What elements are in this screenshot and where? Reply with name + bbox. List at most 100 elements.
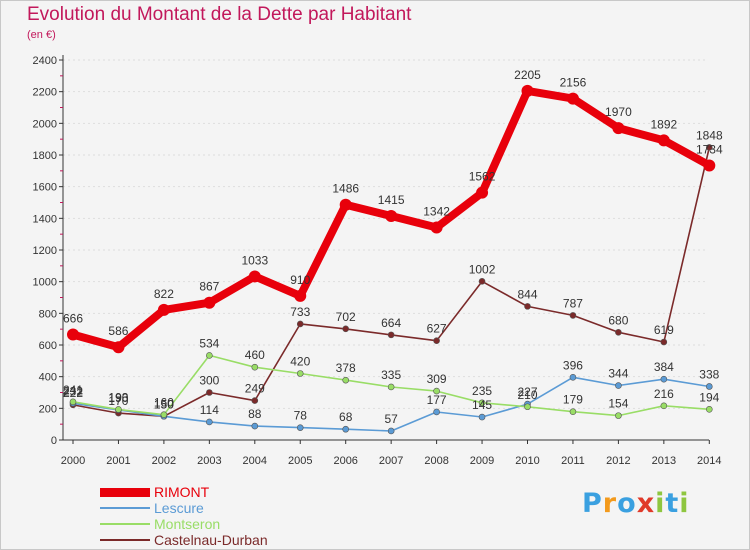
y-tick-label-2000: 2000 bbox=[33, 118, 57, 130]
point-montseron-2001 bbox=[115, 406, 122, 413]
point-rimont-2014 bbox=[703, 159, 716, 172]
point-lescure-2013 bbox=[660, 375, 668, 383]
data-label-castelnau-durban-2000: 222 bbox=[63, 386, 83, 400]
point-rimont-2001 bbox=[112, 341, 125, 354]
x-tick-label-2010: 2010 bbox=[515, 455, 539, 467]
data-label-castelnau-durban-2009: 1002 bbox=[469, 262, 496, 276]
point-castelnau-durban-2005 bbox=[296, 320, 304, 328]
legend-label-castelnau-durban: Castelnau-Durban bbox=[154, 532, 268, 548]
data-label-montseron-2008: 309 bbox=[427, 372, 447, 386]
data-label-lescure-2008: 177 bbox=[427, 393, 447, 407]
point-montseron-2008 bbox=[433, 387, 440, 395]
point-rimont-2013 bbox=[657, 134, 670, 147]
data-label-montseron-2003: 534 bbox=[199, 336, 219, 350]
data-label-lescure-2004: 88 bbox=[248, 407, 262, 421]
point-castelnau-durban-2009 bbox=[478, 278, 486, 285]
point-rimont-2008 bbox=[430, 221, 443, 234]
logo-letter: t bbox=[665, 488, 680, 519]
point-montseron-2011 bbox=[569, 408, 577, 415]
legend-swatch-lescure bbox=[100, 507, 150, 509]
legend-swatch-castelnau-durban bbox=[100, 539, 150, 541]
point-montseron-2004 bbox=[251, 363, 259, 371]
data-label-lescure-2006: 68 bbox=[339, 410, 353, 424]
data-label-rimont-2004: 1033 bbox=[241, 253, 268, 267]
data-label-castelnau-durban-2004: 249 bbox=[245, 382, 265, 396]
proxiti-logo: Proxiti bbox=[582, 488, 690, 519]
data-label-lescure-2000: 232 bbox=[63, 384, 83, 398]
y-tick-label-200: 200 bbox=[39, 403, 57, 415]
y-tick-label-1800: 1800 bbox=[33, 150, 57, 162]
data-label-lescure-2010: 227 bbox=[517, 385, 537, 399]
data-label-rimont-2006: 1486 bbox=[332, 182, 359, 196]
point-rimont-2003 bbox=[203, 296, 216, 309]
y-tick-label-2400: 2400 bbox=[33, 55, 57, 67]
point-castelnau-durban-2007 bbox=[387, 331, 395, 339]
point-rimont-2010 bbox=[521, 84, 534, 97]
data-label-montseron-2007: 335 bbox=[381, 368, 401, 382]
point-lescure-2011 bbox=[569, 373, 577, 381]
data-label-castelnau-durban-2011: 787 bbox=[563, 296, 583, 310]
point-montseron-2007 bbox=[387, 383, 395, 391]
legend-item-rimont: RIMONT bbox=[100, 484, 360, 500]
logo-letter: x bbox=[636, 488, 656, 519]
point-castelnau-durban-2003 bbox=[206, 389, 213, 396]
point-castelnau-durban-2013 bbox=[660, 338, 668, 346]
point-montseron-2013 bbox=[660, 402, 668, 410]
point-montseron-2014 bbox=[705, 405, 713, 413]
point-castelnau-durban-2006 bbox=[342, 325, 350, 333]
logo-letter: r bbox=[602, 488, 618, 519]
point-montseron-2003 bbox=[206, 352, 213, 359]
point-rimont-2009 bbox=[476, 186, 489, 199]
legend-label-rimont: RIMONT bbox=[154, 484, 210, 500]
logo-letter: P bbox=[582, 488, 603, 519]
point-rimont-2002 bbox=[157, 303, 170, 316]
y-tick-label-1200: 1200 bbox=[33, 245, 57, 257]
logo-letter: i bbox=[655, 488, 666, 519]
data-label-rimont-2010: 2205 bbox=[514, 68, 541, 82]
data-label-rimont-2009: 1562 bbox=[469, 170, 496, 184]
legend-item-montseron: Montseron bbox=[100, 516, 360, 532]
x-tick-label-2001: 2001 bbox=[106, 455, 130, 467]
data-label-montseron-2010: 210 bbox=[517, 388, 537, 402]
point-castelnau-durban-2008 bbox=[433, 337, 440, 345]
point-lescure-2014 bbox=[705, 383, 713, 390]
point-rimont-2007 bbox=[385, 209, 398, 222]
point-rimont-2005 bbox=[294, 289, 307, 302]
x-tick-label-2011: 2011 bbox=[561, 455, 585, 467]
point-castelnau-durban-2014 bbox=[705, 144, 713, 151]
point-montseron-2012 bbox=[615, 412, 622, 419]
point-castelnau-durban-2011 bbox=[569, 312, 577, 319]
data-label-montseron-2011: 179 bbox=[563, 393, 583, 407]
data-label-castelnau-durban-2008: 627 bbox=[427, 322, 447, 336]
data-label-montseron-2005: 420 bbox=[290, 355, 310, 369]
y-tick-label-400: 400 bbox=[39, 372, 57, 384]
y-tick-label-2200: 2200 bbox=[33, 87, 57, 99]
data-label-montseron-2002: 160 bbox=[154, 396, 174, 410]
logo-letter: o bbox=[617, 488, 637, 519]
point-montseron-2002 bbox=[160, 411, 168, 418]
legend-item-lescure: Lescure bbox=[100, 500, 360, 516]
data-label-rimont-2005: 910 bbox=[290, 273, 310, 287]
data-label-rimont-2003: 867 bbox=[199, 280, 219, 294]
data-label-montseron-2004: 460 bbox=[245, 348, 265, 362]
point-lescure-2008 bbox=[433, 408, 440, 416]
data-label-rimont-2008: 1342 bbox=[423, 205, 450, 219]
data-label-rimont-2012: 1970 bbox=[605, 105, 632, 119]
data-label-lescure-2003: 114 bbox=[200, 403, 219, 417]
y-tick-label-1000: 1000 bbox=[33, 277, 57, 289]
data-label-lescure-2013: 384 bbox=[654, 360, 674, 374]
x-tick-label-2002: 2002 bbox=[152, 455, 176, 467]
data-label-castelnau-durban-2001: 170 bbox=[108, 394, 128, 408]
x-tick-label-2009: 2009 bbox=[470, 455, 494, 467]
data-label-castelnau-durban-2006: 702 bbox=[336, 310, 356, 324]
point-montseron-2010 bbox=[524, 403, 531, 411]
x-tick-label-2003: 2003 bbox=[197, 455, 221, 467]
data-label-rimont-2001: 586 bbox=[108, 324, 128, 338]
data-label-castelnau-durban-2002: 150 bbox=[154, 397, 174, 411]
x-tick-label-2004: 2004 bbox=[243, 455, 267, 467]
data-label-castelnau-durban-2007: 664 bbox=[381, 316, 401, 330]
data-label-montseron-2000: 241 bbox=[63, 383, 83, 397]
point-montseron-2006 bbox=[342, 376, 350, 384]
data-label-montseron-2012: 154 bbox=[608, 397, 628, 411]
point-rimont-2000 bbox=[67, 328, 79, 341]
